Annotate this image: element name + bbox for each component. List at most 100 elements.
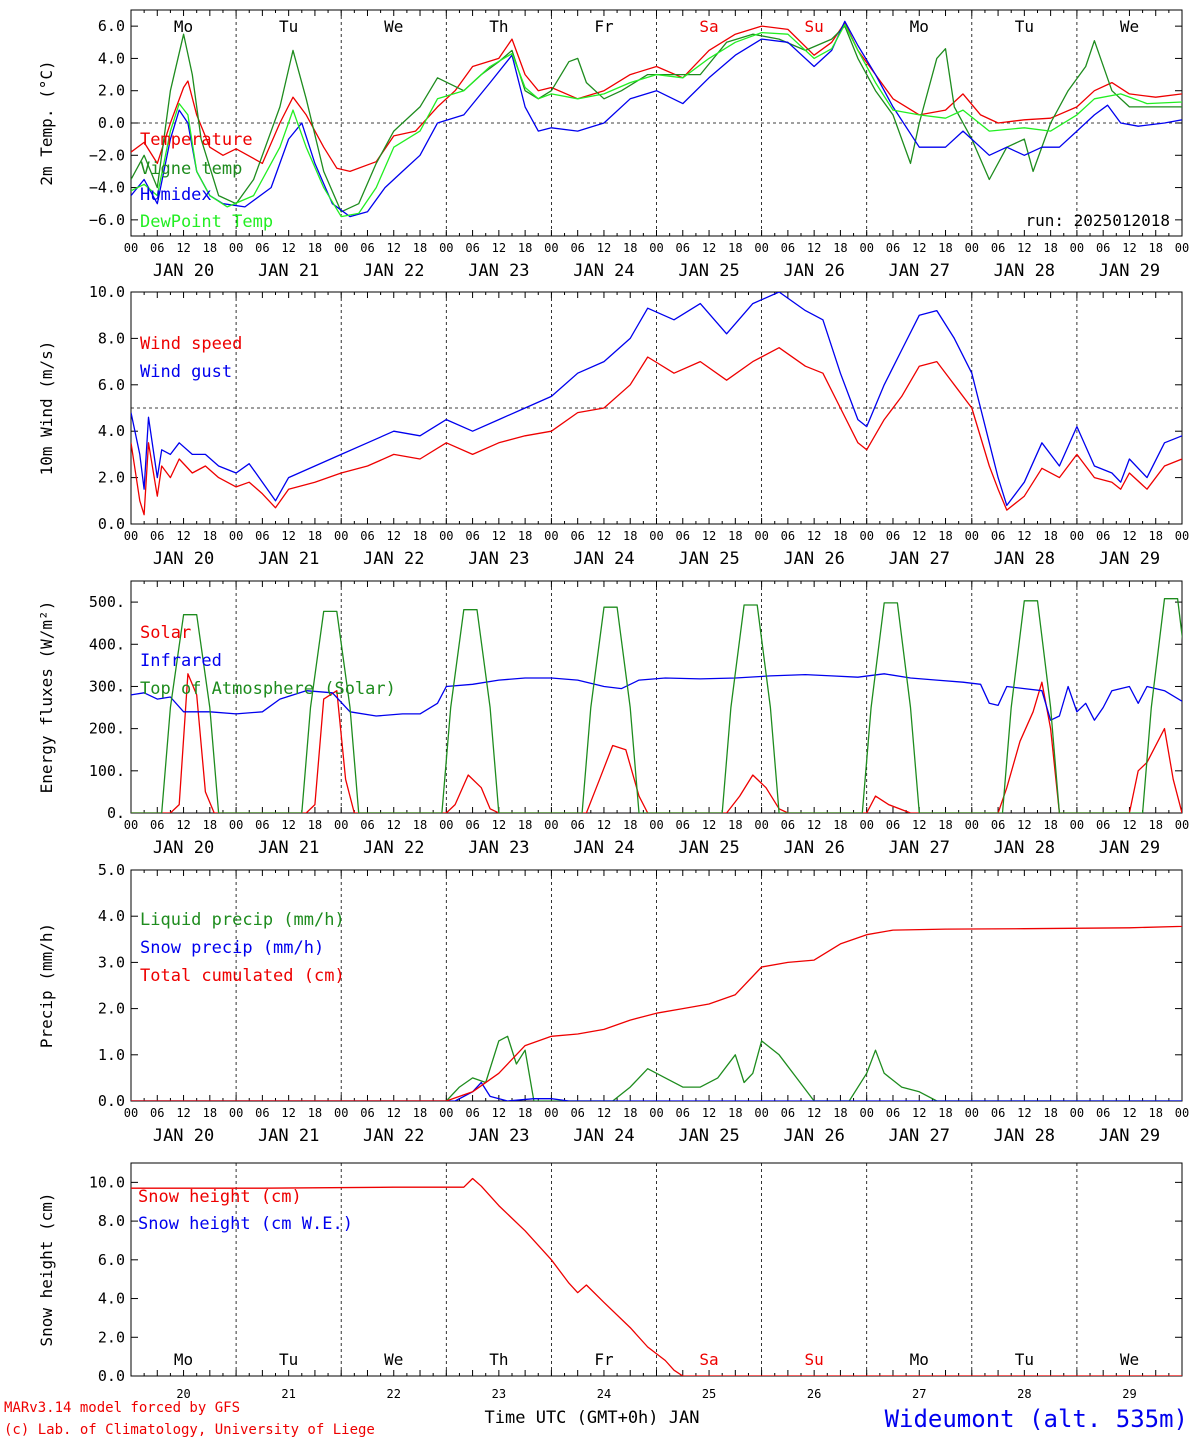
hour-tick-label: 18: [1043, 818, 1057, 832]
hour-tick-label: 18: [308, 1106, 322, 1120]
hour-tick-label: 00: [1175, 1106, 1189, 1120]
weekday-label: Th: [489, 17, 508, 36]
series-line: [131, 347, 1182, 516]
hour-tick-label: 18: [413, 1106, 427, 1120]
hour-tick-label: 06: [886, 818, 900, 832]
weekday-label: Th: [489, 1350, 508, 1369]
y-tick-label: 2.0: [98, 1000, 125, 1018]
hour-tick-label: 06: [255, 818, 269, 832]
hour-tick-label: 06: [991, 241, 1005, 255]
hour-tick-label: 18: [308, 241, 322, 255]
day-label: JAN 20: [153, 261, 214, 281]
hour-tick-label: 00: [544, 529, 558, 543]
hour-tick-label: 12: [1122, 529, 1136, 543]
hour-tick-label: 00: [124, 818, 138, 832]
hour-tick-label: 00: [754, 529, 768, 543]
day-label: JAN 28: [994, 1126, 1055, 1146]
hour-tick-label: 00: [859, 1106, 873, 1120]
hour-tick-label: 00: [124, 241, 138, 255]
series-line: [131, 1081, 1182, 1101]
hour-tick-label: 06: [781, 241, 795, 255]
y-axis-label: Snow height (cm): [37, 1192, 56, 1346]
hour-tick-label: 12: [1017, 818, 1031, 832]
weekday-label: Tu: [1015, 1350, 1034, 1369]
hour-tick-label: 06: [255, 241, 269, 255]
hour-tick-label: 12: [492, 818, 506, 832]
weekday-label: Mo: [910, 17, 929, 36]
day-label: JAN 28: [994, 261, 1055, 281]
y-axis-label: Precip (mm/h): [37, 923, 56, 1048]
hour-tick-label: 06: [570, 529, 584, 543]
day-label: JAN 26: [783, 1126, 844, 1146]
y-tick-label: 0.0: [98, 515, 125, 533]
y-tick-label: 8.0: [98, 1212, 125, 1230]
hour-tick-label: 00: [544, 1106, 558, 1120]
y-tick-label: 0.0: [98, 114, 125, 132]
weekday-label: We: [384, 17, 403, 36]
hour-tick-label: 12: [387, 241, 401, 255]
hour-tick-label: 18: [203, 529, 217, 543]
y-tick-label: 500.: [89, 593, 125, 611]
y-tick-label: −2.0: [89, 146, 125, 164]
footer-model: MARv3.14 model forced by GFS: [4, 1400, 240, 1416]
hour-tick-label: 12: [912, 818, 926, 832]
day-label: JAN 21: [258, 1126, 319, 1146]
y-tick-label: 2.0: [98, 1328, 125, 1346]
hour-tick-label: 12: [702, 1106, 716, 1120]
hour-tick-label: 18: [938, 529, 952, 543]
day-label: JAN 23: [468, 1126, 529, 1146]
weekday-label: We: [1120, 17, 1139, 36]
hour-tick-label: 18: [1148, 1106, 1162, 1120]
hour-tick-label: 06: [465, 1106, 479, 1120]
day-label: JAN 22: [363, 261, 424, 281]
day-number-label: 24: [597, 1387, 611, 1401]
weekday-label: We: [384, 1350, 403, 1369]
legend-entry: Total cumulated (cm): [140, 966, 345, 986]
hour-tick-label: 00: [754, 241, 768, 255]
hour-tick-label: 18: [308, 529, 322, 543]
x-axis-title: Time UTC (GMT+0h) JAN: [485, 1408, 700, 1428]
hour-tick-label: 06: [676, 1106, 690, 1120]
day-number-label: 27: [912, 1387, 926, 1401]
hour-tick-label: 00: [544, 241, 558, 255]
legend-entry: Snow precip (mm/h): [140, 938, 324, 958]
hour-tick-label: 12: [281, 241, 295, 255]
hour-tick-label: 18: [833, 529, 847, 543]
hour-tick-label: 12: [492, 529, 506, 543]
hour-tick-label: 18: [938, 1106, 952, 1120]
hour-tick-label: 06: [1096, 818, 1110, 832]
hour-tick-label: 00: [1070, 1106, 1084, 1120]
day-label: JAN 23: [468, 838, 529, 858]
day-label: JAN 26: [783, 549, 844, 569]
hour-tick-label: 12: [807, 241, 821, 255]
legend-entry: Wind gust: [140, 362, 232, 382]
hour-tick-label: 18: [413, 529, 427, 543]
hour-tick-label: 00: [229, 818, 243, 832]
hour-tick-label: 12: [1122, 818, 1136, 832]
hour-tick-label: 00: [439, 818, 453, 832]
hour-tick-label: 06: [886, 529, 900, 543]
hour-tick-label: 00: [649, 529, 663, 543]
hour-tick-label: 12: [807, 1106, 821, 1120]
hour-tick-label: 00: [229, 529, 243, 543]
y-tick-label: 4.0: [98, 1290, 125, 1308]
hour-tick-label: 12: [702, 529, 716, 543]
panel-4: 5.0 4.0 3.0 2.0 1.0 0.0 Precip (mm/h) 00 06 12 18 0…: [37, 861, 1189, 1146]
hour-tick-label: 18: [413, 818, 427, 832]
day-label: JAN 21: [258, 549, 319, 569]
hour-tick-label: 12: [492, 241, 506, 255]
hour-tick-label: 00: [1175, 529, 1189, 543]
day-label: JAN 28: [994, 549, 1055, 569]
legend-entry: Humidex: [140, 185, 212, 205]
hour-tick-label: 12: [387, 818, 401, 832]
day-label: JAN 21: [258, 838, 319, 858]
y-tick-label: 4.0: [98, 907, 125, 925]
hour-tick-label: 18: [1148, 241, 1162, 255]
y-axis-label: 10m Wind (m/s): [37, 341, 56, 476]
series-line: [131, 598, 1182, 813]
y-tick-label: 10.0: [89, 1173, 125, 1191]
hour-tick-label: 06: [781, 1106, 795, 1120]
hour-tick-label: 00: [124, 1106, 138, 1120]
series-line: [131, 925, 1182, 1101]
hour-tick-label: 06: [676, 529, 690, 543]
